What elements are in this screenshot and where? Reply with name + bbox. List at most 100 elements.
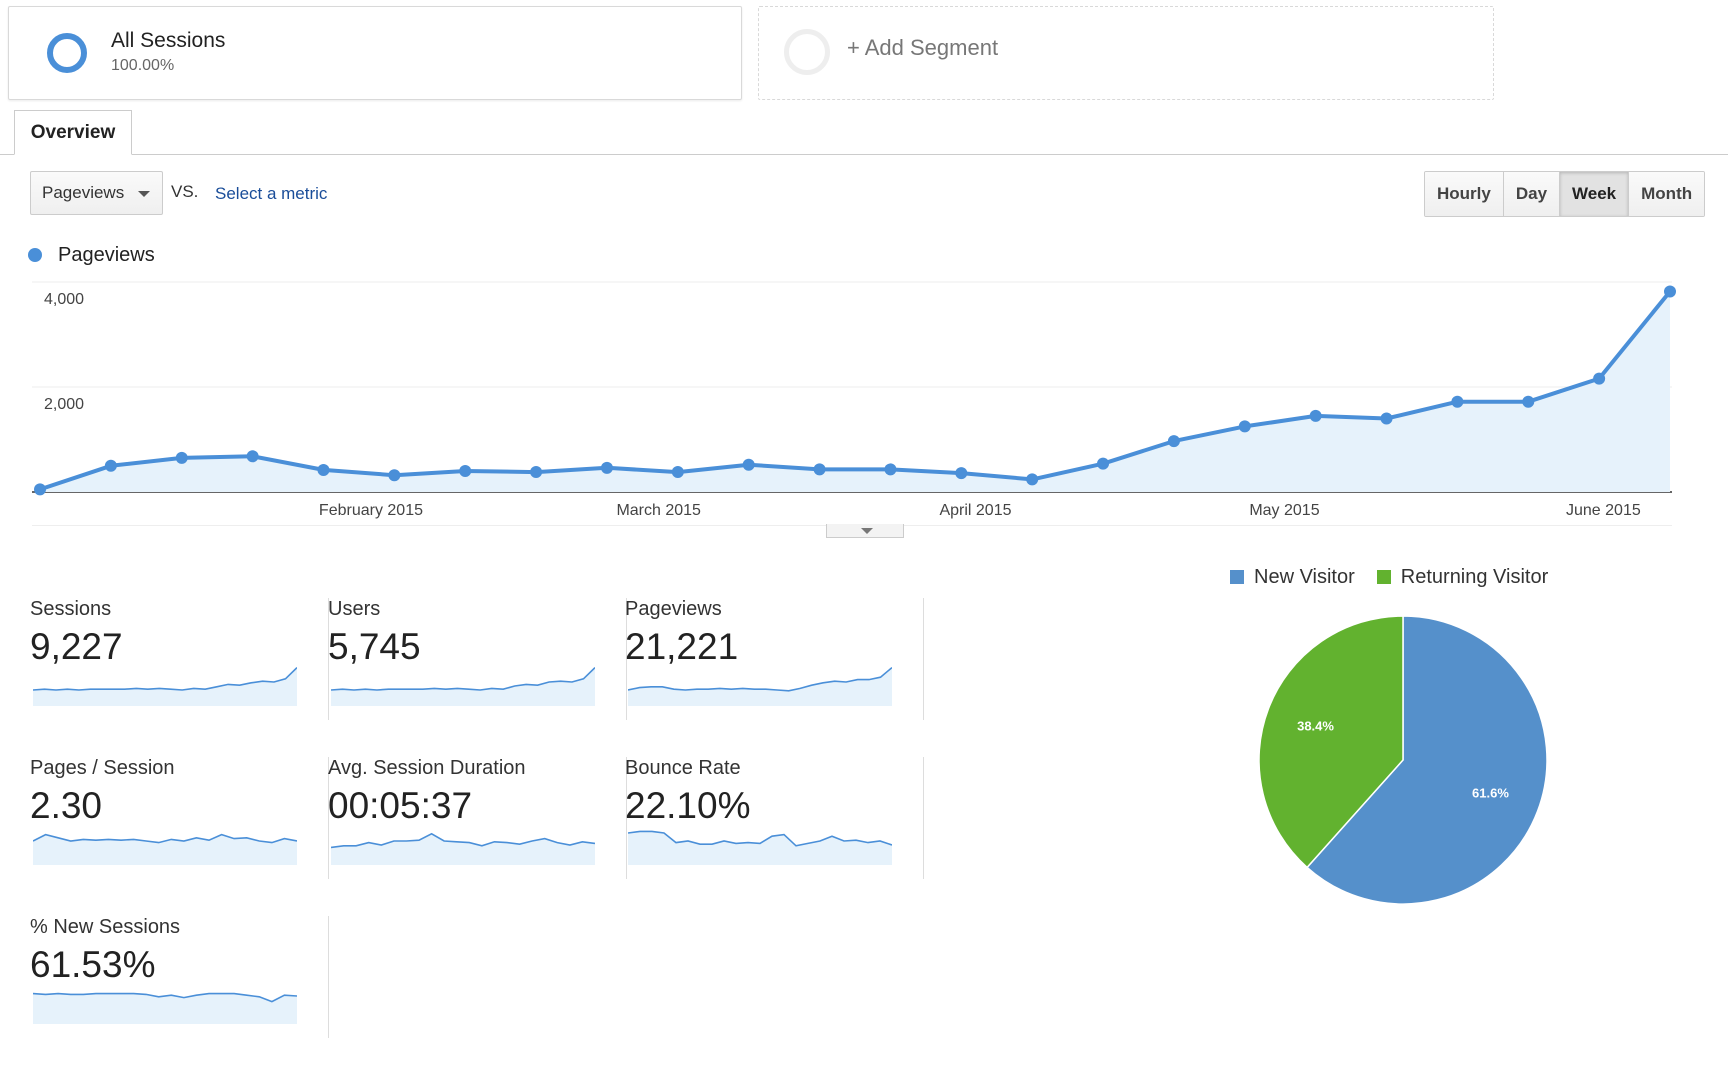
scorecard-pageviews[interactable]: Pageviews 21,221 xyxy=(625,598,924,720)
scorecard-pages-per-session[interactable]: Pages / Session 2.30 xyxy=(30,757,329,879)
scorecard-value: 00:05:37 xyxy=(328,785,473,826)
chart-collapse-toggle[interactable] xyxy=(826,524,904,538)
data-point xyxy=(671,466,684,479)
data-point xyxy=(1309,409,1322,422)
x-tick-label: May 2015 xyxy=(1249,502,1319,519)
scorecard-users[interactable]: Users 5,745 xyxy=(328,598,627,720)
x-tick-label: March 2015 xyxy=(616,502,701,519)
select-metric-link[interactable]: Select a metric xyxy=(215,184,328,203)
data-point xyxy=(530,466,543,479)
segment-ring-icon xyxy=(47,33,87,73)
sparkline-area xyxy=(33,834,297,865)
data-point xyxy=(388,469,401,482)
sparkline-line xyxy=(628,830,892,847)
tab-bar-divider xyxy=(0,154,1728,155)
sparkline-area xyxy=(331,833,595,865)
x-tick-label: February 2015 xyxy=(319,502,423,519)
interval-month-button[interactable]: Month xyxy=(1629,172,1705,216)
data-point xyxy=(1238,420,1251,433)
scorecard-label: Pages / Session xyxy=(30,757,175,779)
data-point xyxy=(884,463,897,476)
scorecard-new-sessions[interactable]: % New Sessions 61.53% xyxy=(30,916,329,1038)
sparkline-line xyxy=(33,667,297,691)
legend-item-new-visitor: New Visitor xyxy=(1230,566,1355,589)
sparkline-area xyxy=(331,667,595,706)
pie-slice xyxy=(1258,615,1404,869)
data-point xyxy=(1451,395,1464,408)
scorecard-avg-session-duration[interactable]: Avg. Session Duration 00:05:37 xyxy=(328,757,627,879)
chevron-down-icon xyxy=(138,191,150,197)
scorecard-label: Avg. Session Duration xyxy=(328,757,526,779)
pie-slice-label: 61.6% xyxy=(1472,785,1509,800)
data-point xyxy=(813,463,826,476)
scorecard-label: % New Sessions xyxy=(30,916,181,938)
scorecard-label: Users xyxy=(328,598,381,620)
pie-slice-label: 38.4% xyxy=(1297,719,1334,734)
empty-segment-ring-icon xyxy=(784,29,830,75)
scorecard-sessions[interactable]: Sessions 9,227 xyxy=(30,598,329,720)
data-point xyxy=(459,465,472,477)
sparkline-line xyxy=(628,666,892,692)
series-line xyxy=(39,290,1672,492)
sparkline-area xyxy=(33,667,297,706)
pie-slice xyxy=(1306,615,1548,905)
scorecard-label: Pageviews xyxy=(625,598,722,620)
data-point xyxy=(1664,285,1676,298)
segment-all-sessions[interactable]: All Sessions 100.00% xyxy=(8,6,742,100)
add-segment-button[interactable]: + Add Segment xyxy=(758,6,1494,100)
scorecard-label: Bounce Rate xyxy=(625,757,741,779)
scorecard-value: 61.53% xyxy=(30,944,156,985)
data-point xyxy=(1593,372,1606,385)
scorecard-value: 22.10% xyxy=(625,785,751,826)
data-point xyxy=(1167,435,1180,448)
sparkline xyxy=(331,667,595,706)
y-tick-label: 4,000 xyxy=(44,291,84,308)
interval-day-button[interactable]: Day xyxy=(1503,172,1561,216)
scorecard-value: 2.30 xyxy=(30,785,103,826)
y-tick-label: 2,000 xyxy=(44,396,84,413)
legend-item-returning-visitor: Returning Visitor xyxy=(1376,566,1549,589)
scorecard-value: 5,745 xyxy=(328,626,421,667)
interval-toggle-group: Hourly Day Week Month xyxy=(1424,171,1706,217)
tab-overview[interactable]: Overview xyxy=(14,110,132,155)
chart-legend-label: Pageviews xyxy=(58,244,155,266)
sparkline xyxy=(33,833,297,865)
series-area xyxy=(40,291,1670,492)
chart-legend: Pageviews xyxy=(28,244,155,267)
interval-hourly-button[interactable]: Hourly xyxy=(1425,172,1504,216)
data-point xyxy=(600,461,613,474)
add-segment-label: + Add Segment xyxy=(847,35,999,60)
legend-swatch xyxy=(1230,570,1244,584)
data-point xyxy=(1097,457,1110,470)
sparkline-line xyxy=(331,832,595,849)
data-point xyxy=(1026,473,1039,486)
scorecard-bounce-rate[interactable]: Bounce Rate 22.10% xyxy=(625,757,924,879)
x-tick-label: June 2015 xyxy=(1566,502,1641,519)
sparkline-area xyxy=(33,993,297,1024)
data-point xyxy=(246,450,259,463)
vs-label: VS. xyxy=(171,182,199,201)
data-point xyxy=(175,451,188,464)
sparkline xyxy=(33,667,297,706)
data-point xyxy=(1522,395,1535,408)
primary-metric-select[interactable]: Pageviews xyxy=(30,171,163,215)
sparkline xyxy=(331,832,595,865)
pie-legend: New Visitor Returning Visitor xyxy=(1230,566,1548,589)
legend-swatch xyxy=(1376,570,1391,584)
x-tick-label: April 2015 xyxy=(939,502,1011,519)
visitor-type-pie-chart[interactable]: 61.6% 38.4% xyxy=(1255,612,1551,908)
segment-title: All Sessions xyxy=(111,29,226,52)
legend-label: Returning Visitor xyxy=(1400,566,1549,588)
sparkline xyxy=(628,830,892,865)
sparkline xyxy=(628,666,892,706)
sparkline-line xyxy=(33,833,297,844)
legend-label: New Visitor xyxy=(1254,566,1355,588)
pageviews-line-chart[interactable]: 4,000 2,000 February 2015 March 2015 April 2… xyxy=(0,270,1728,526)
primary-metric-value: Pageviews xyxy=(42,183,125,202)
data-point xyxy=(1380,412,1393,425)
data-point xyxy=(104,459,117,472)
data-point xyxy=(955,467,968,480)
sparkline xyxy=(33,992,297,1024)
scorecard-label: Sessions xyxy=(30,598,112,620)
interval-week-button[interactable]: Week xyxy=(1560,172,1630,216)
